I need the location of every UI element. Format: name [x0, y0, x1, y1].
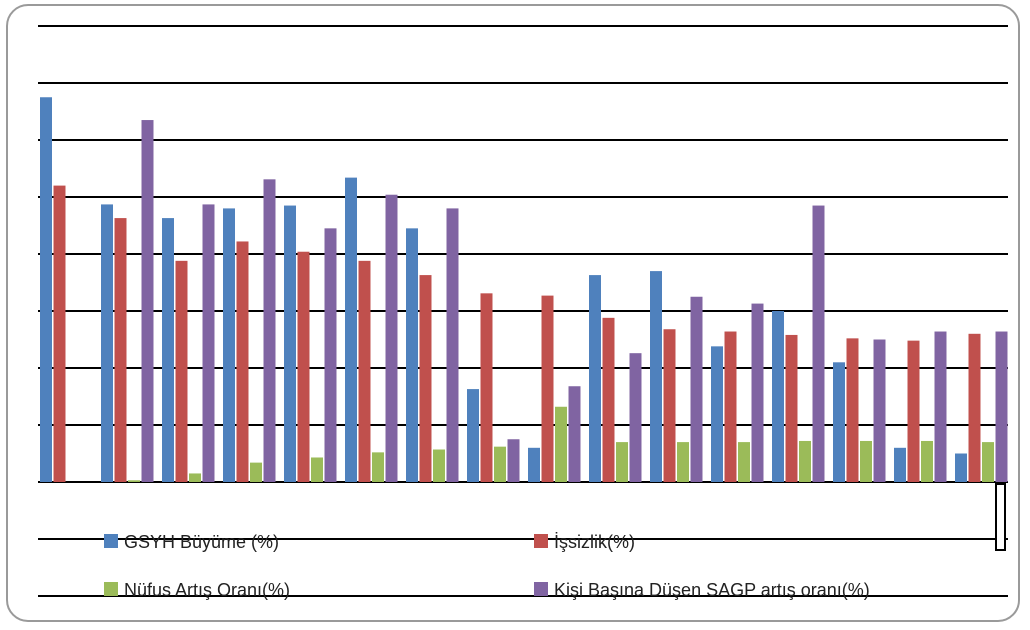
legend-swatch-1 — [104, 534, 118, 548]
bar-3-3 — [189, 473, 201, 482]
bar-4-5 — [324, 228, 337, 482]
selection-handle[interactable] — [995, 483, 1006, 551]
bar-4-10 — [629, 353, 642, 482]
bar-1-3 — [162, 218, 174, 482]
bar-4-14 — [873, 339, 886, 482]
bar-3-14 — [860, 440, 872, 482]
bar-3-6 — [372, 452, 384, 482]
bar-4-4 — [263, 179, 276, 482]
bar-3-11 — [677, 442, 689, 482]
bar-4-2 — [141, 120, 154, 483]
bar-1-1 — [40, 97, 52, 482]
bar-1-10 — [589, 275, 601, 482]
bar-2-13 — [785, 334, 798, 482]
bar-1-12 — [711, 346, 723, 482]
bar-2-9 — [541, 295, 554, 482]
bar-2-1 — [53, 185, 66, 482]
legend-label-4: Kişi Başına Düşen SAGP artış oranı(%) — [554, 580, 870, 600]
bar-1-7 — [406, 228, 418, 482]
bar-1-6 — [345, 177, 357, 482]
legend-label-2: İşsizlik(%) — [554, 532, 635, 552]
bar-2-2 — [114, 218, 127, 482]
bar-3-10 — [616, 442, 628, 482]
bar-4-6 — [385, 194, 398, 482]
bar-3-9 — [555, 406, 567, 482]
bar-1-9 — [528, 447, 540, 482]
bar-4-7 — [446, 208, 459, 482]
bar-1-15 — [894, 447, 906, 482]
legend-swatch-3 — [104, 582, 118, 596]
bar-3-7 — [433, 449, 445, 482]
bar-4-3 — [202, 204, 215, 482]
bar-4-13 — [812, 205, 825, 483]
bar-1-8 — [467, 389, 479, 482]
bar-1-5 — [284, 205, 296, 483]
bar-1-16 — [955, 453, 967, 482]
bar-4-15 — [934, 331, 947, 482]
bar-4-8 — [507, 439, 520, 482]
chart-frame — [6, 4, 1020, 622]
bar-4-11 — [690, 296, 703, 482]
bar-2-12 — [724, 331, 737, 482]
bar-1-13 — [772, 311, 784, 482]
bar-3-16 — [982, 442, 994, 482]
bar-1-14 — [833, 362, 845, 482]
legend-swatch-4 — [534, 582, 548, 596]
bar-3-5 — [311, 457, 323, 482]
bar-3-4 — [250, 462, 262, 482]
bar-2-14 — [846, 338, 859, 482]
bar-2-16 — [968, 333, 981, 482]
bar-3-15 — [921, 440, 933, 482]
bar-2-15 — [907, 340, 920, 482]
bar-2-10 — [602, 317, 615, 482]
bar-1-2 — [101, 204, 113, 482]
bar-3-13 — [799, 440, 811, 482]
bar-2-3 — [175, 260, 188, 482]
legend-label-3: Nüfus Artış Oranı(%) — [124, 580, 290, 600]
bar-2-6 — [358, 260, 371, 482]
bar-4-12 — [751, 303, 764, 482]
legend-swatch-2 — [534, 534, 548, 548]
bar-2-5 — [297, 251, 310, 482]
bar-4-9 — [568, 386, 581, 482]
bar-1-4 — [223, 208, 235, 482]
bar-2-4 — [236, 241, 249, 482]
bar-2-11 — [663, 329, 676, 482]
bar-3-2 — [128, 480, 140, 482]
bar-4-16 — [995, 331, 1008, 482]
bar-3-12 — [738, 442, 750, 482]
bar-2-7 — [419, 275, 432, 482]
legend-label-1: GSYH Büyüme (%) — [124, 532, 279, 552]
bar-3-8 — [494, 446, 506, 482]
bar-1-11 — [650, 271, 662, 482]
bar-2-8 — [480, 293, 493, 482]
